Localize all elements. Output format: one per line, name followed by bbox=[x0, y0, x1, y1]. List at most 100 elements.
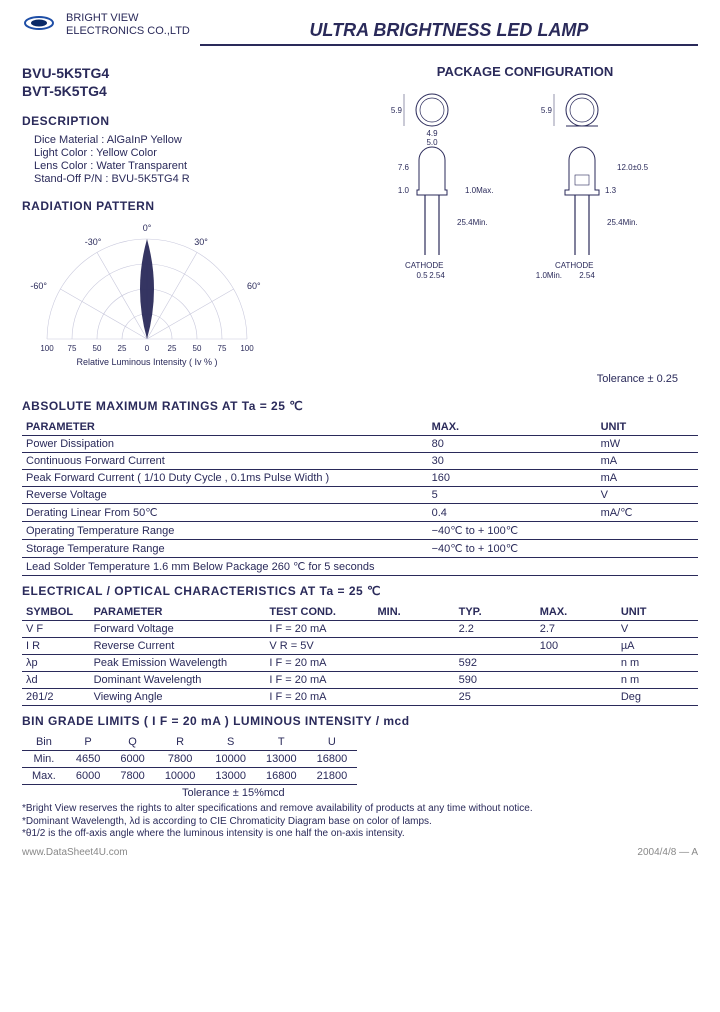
svg-text:100: 100 bbox=[240, 344, 254, 353]
amr-max bbox=[428, 558, 597, 576]
eoc-col: TEST COND. bbox=[265, 604, 373, 621]
eoc-typ: 592 bbox=[455, 655, 536, 672]
svg-text:12.0±0.5: 12.0±0.5 bbox=[617, 163, 649, 172]
desc-line: Stand-Off P/N : BVU-5K5TG4 R bbox=[34, 173, 332, 185]
eoc-min bbox=[374, 655, 455, 672]
svg-text:25: 25 bbox=[168, 344, 177, 353]
svg-text:0: 0 bbox=[145, 344, 150, 353]
eoc-unit: Deg bbox=[617, 689, 698, 706]
bin-col: U bbox=[307, 734, 358, 751]
svg-text:1.0Min.: 1.0Min. bbox=[536, 271, 562, 280]
desc-line: Dice Material : AlGaInP Yellow bbox=[34, 134, 332, 146]
svg-text:5.9: 5.9 bbox=[391, 106, 403, 115]
amr-max: −40℃ to + 100℃ bbox=[428, 522, 597, 540]
svg-text:50: 50 bbox=[93, 344, 102, 353]
amr-col-param: PARAMETER bbox=[22, 419, 428, 436]
amr-max: 160 bbox=[428, 470, 597, 487]
footnote: *θ1/2 is the off-axis angle where the lu… bbox=[22, 828, 698, 841]
eoc-col: PARAMETER bbox=[90, 604, 266, 621]
svg-text:60°: 60° bbox=[247, 281, 261, 291]
amr-unit bbox=[597, 540, 698, 558]
svg-text:1.3: 1.3 bbox=[605, 186, 617, 195]
company-line2: ELECTRONICS CO.,LTD bbox=[66, 25, 190, 38]
table-row: Derating Linear From 50℃0.4mA/℃ bbox=[22, 504, 698, 522]
content-row: BVU-5K5TG4 BVT-5K5TG4 DESCRIPTION Dice M… bbox=[22, 64, 698, 369]
eoc-param: Forward Voltage bbox=[90, 621, 266, 638]
logo-icon bbox=[22, 12, 56, 34]
amr-param: Power Dissipation bbox=[22, 436, 428, 453]
eoc-col: TYP. bbox=[455, 604, 536, 621]
amr-param: Storage Temperature Range bbox=[22, 540, 428, 558]
bin-cell: 16800 bbox=[307, 751, 358, 768]
footnote: *Bright View reserves the rights to alte… bbox=[22, 803, 698, 816]
amr-unit: mA bbox=[597, 453, 698, 470]
eoc-unit: µA bbox=[617, 638, 698, 655]
amr-param: Operating Temperature Range bbox=[22, 522, 428, 540]
page-title: ULTRA BRIGHTNESS LED LAMP bbox=[200, 20, 698, 46]
amr-unit: mA/℃ bbox=[597, 504, 698, 522]
table-row: Reverse Voltage5V bbox=[22, 487, 698, 504]
eoc-typ bbox=[455, 638, 536, 655]
bin-cell: 16800 bbox=[256, 768, 307, 785]
svg-text:75: 75 bbox=[68, 344, 77, 353]
eoc-max bbox=[536, 672, 617, 689]
bin-cell: 21800 bbox=[307, 768, 358, 785]
eoc-typ: 590 bbox=[455, 672, 536, 689]
svg-text:30°: 30° bbox=[194, 237, 208, 247]
svg-text:100: 100 bbox=[40, 344, 54, 353]
svg-text:50: 50 bbox=[193, 344, 202, 353]
bin-col: T bbox=[256, 734, 307, 751]
package-heading: PACKAGE CONFIGURATION bbox=[352, 64, 698, 79]
amr-col-max: MAX. bbox=[428, 419, 597, 436]
radiation-pattern-chart: 0° -30° 30° -60° 60° 100 75 50 25 0 25 5… bbox=[22, 219, 272, 369]
desc-line: Light Color : Yellow Color bbox=[34, 147, 332, 159]
amr-unit bbox=[597, 558, 698, 576]
bin-col: S bbox=[205, 734, 256, 751]
eoc-min bbox=[374, 672, 455, 689]
svg-text:0°: 0° bbox=[143, 223, 152, 233]
bin-heading: BIN GRADE LIMITS ( I F = 20 mA ) LUMINOU… bbox=[22, 714, 698, 728]
amr-param: Reverse Voltage bbox=[22, 487, 428, 504]
bin-cell: 7800 bbox=[155, 751, 206, 768]
eoc-min bbox=[374, 689, 455, 706]
part-number-1: BVU-5K5TG4 bbox=[22, 64, 332, 82]
bin-cell: 6000 bbox=[110, 751, 154, 768]
amr-param: Peak Forward Current ( 1/10 Duty Cycle ,… bbox=[22, 470, 428, 487]
eoc-param: Peak Emission Wavelength bbox=[90, 655, 266, 672]
bin-cell: 10000 bbox=[205, 751, 256, 768]
bin-cell: Max. bbox=[22, 768, 66, 785]
svg-text:25.4Min.: 25.4Min. bbox=[607, 218, 638, 227]
table-row: Continuous Forward Current30mA bbox=[22, 453, 698, 470]
eoc-sym: λd bbox=[22, 672, 90, 689]
svg-text:0.5: 0.5 bbox=[416, 271, 428, 280]
amr-max: 80 bbox=[428, 436, 597, 453]
bin-col: P bbox=[66, 734, 110, 751]
bin-cell: 13000 bbox=[205, 768, 256, 785]
header: BRIGHT VIEW ELECTRONICS CO.,LTD ULTRA BR… bbox=[22, 12, 698, 46]
eoc-max: 100 bbox=[536, 638, 617, 655]
eoc-max bbox=[536, 655, 617, 672]
amr-max: 30 bbox=[428, 453, 597, 470]
package-tolerance: Tolerance ± 0.25 bbox=[22, 373, 678, 385]
svg-text:2.54: 2.54 bbox=[579, 271, 595, 280]
eoc-sym: 2θ1/2 bbox=[22, 689, 90, 706]
footer: www.DataSheet4U.com 2004/4/8 — A bbox=[22, 847, 698, 858]
bin-cell: 13000 bbox=[256, 751, 307, 768]
eoc-col: UNIT bbox=[617, 604, 698, 621]
bin-col: Q bbox=[110, 734, 154, 751]
table-row: Storage Temperature Range−40℃ to + 100℃ bbox=[22, 540, 698, 558]
amr-param: Continuous Forward Current bbox=[22, 453, 428, 470]
amr-unit: mA bbox=[597, 470, 698, 487]
table-row: Peak Forward Current ( 1/10 Duty Cycle ,… bbox=[22, 470, 698, 487]
right-column: PACKAGE CONFIGURATION 5.9 5.9 bbox=[352, 64, 698, 369]
eoc-max bbox=[536, 689, 617, 706]
svg-text:7.6: 7.6 bbox=[398, 163, 410, 172]
left-column: BVU-5K5TG4 BVT-5K5TG4 DESCRIPTION Dice M… bbox=[22, 64, 332, 369]
radiation-heading: RADIATION PATTERN bbox=[22, 199, 332, 213]
table-row: Operating Temperature Range−40℃ to + 100… bbox=[22, 522, 698, 540]
table-row: V FForward VoltageI F = 20 mA2.22.7V bbox=[22, 621, 698, 638]
eoc-cond: I F = 20 mA bbox=[265, 689, 373, 706]
part-numbers: BVU-5K5TG4 BVT-5K5TG4 bbox=[22, 64, 332, 100]
svg-text:CATHODE: CATHODE bbox=[555, 261, 594, 270]
company-name: BRIGHT VIEW ELECTRONICS CO.,LTD bbox=[66, 12, 190, 38]
